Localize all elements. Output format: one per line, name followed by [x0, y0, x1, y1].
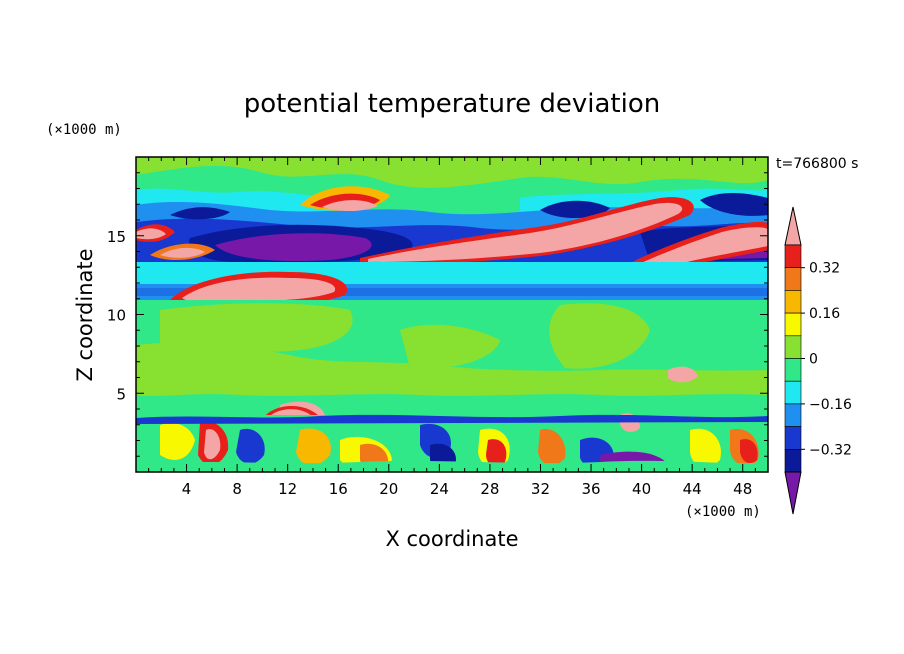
colorbar-min-arrow [784, 471, 802, 515]
x-tick-label: 40 [632, 480, 651, 498]
x-tick-label: 44 [683, 480, 702, 498]
colorbar-swatch [784, 335, 802, 359]
x-tick-label: 24 [430, 480, 449, 498]
x-tick-label: 28 [480, 480, 499, 498]
x-tick-label: 8 [232, 480, 242, 498]
colorbar-swatch [784, 426, 802, 450]
colorbar-tick-label: 0.16 [809, 306, 840, 322]
time-label: t=766800 s [776, 156, 858, 172]
colorbar-swatch [784, 358, 802, 382]
colorbar-tick-label: −0.16 [809, 397, 852, 413]
x-tick-label: 48 [733, 480, 752, 498]
colorbar-swatch [784, 267, 802, 291]
x-axis: 4 8 12 16 20 24 28 32 36 40 44 48 [148, 157, 756, 498]
colorbar-swatch [784, 403, 802, 427]
chart-title: potential temperature deviation [244, 89, 660, 119]
x-tick-label: 32 [531, 480, 550, 498]
x-tick-label: 36 [581, 480, 600, 498]
y-tick-label: 5 [116, 385, 126, 403]
colorbar-tick-label: 0 [809, 352, 818, 368]
x-tick-label: 16 [329, 480, 348, 498]
colorbar-swatch [784, 448, 802, 473]
x-tick-label: 12 [278, 480, 297, 498]
colorbar-tick-label: −0.32 [809, 442, 852, 458]
colorbar-swatch [784, 312, 802, 337]
x-tick-label: 20 [379, 480, 398, 498]
colorbar-swatch [784, 380, 802, 405]
x-axis-label: X coordinate [385, 527, 518, 551]
colorbar-max-arrow [784, 206, 802, 246]
heatmap-field [136, 157, 768, 472]
colorbar-tick-label: 0.32 [809, 261, 840, 277]
colorbar-swatch [784, 290, 802, 314]
y-tick-label: 15 [107, 228, 126, 246]
colorbar: 0.32 0.16 0 −0.16 −0.32 [784, 206, 852, 515]
y-tick-label: 10 [107, 307, 126, 325]
y-unit-label: (×1000 m) [46, 122, 122, 138]
y-axis-label: Z coordinate [73, 248, 97, 381]
y-axis: 5 10 15 [107, 172, 768, 457]
x-tick-label: 4 [182, 480, 192, 498]
colorbar-swatch [784, 244, 802, 269]
x-unit-label: (×1000 m) [685, 504, 761, 520]
